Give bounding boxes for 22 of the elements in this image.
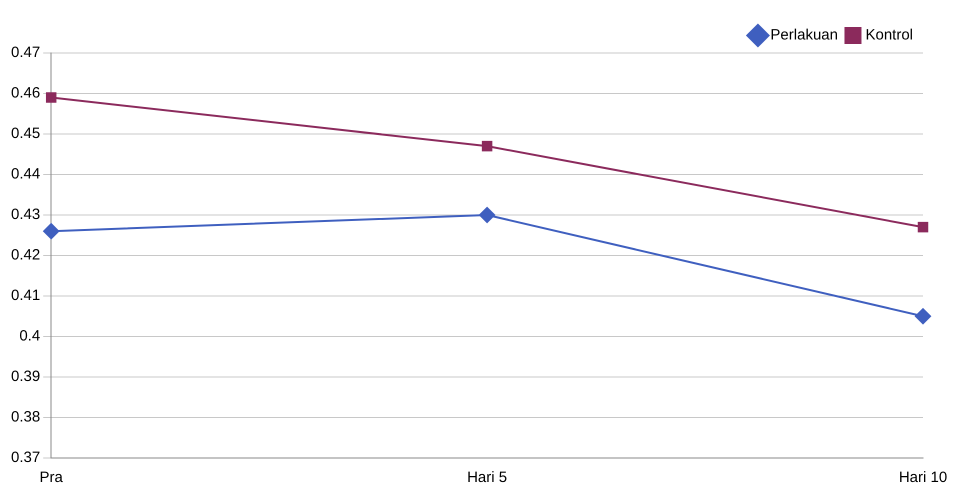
x-tick-label: Pra: [40, 469, 64, 486]
point: [46, 92, 56, 103]
y-tick-label: 0.44: [10, 166, 40, 183]
point: [482, 140, 492, 152]
x-tick-label: Hari 10: [898, 469, 948, 486]
point: [918, 222, 928, 232]
y-tick-label: 0.45: [10, 125, 40, 142]
point: [479, 207, 496, 223]
y-tick-label: 0.42: [10, 246, 40, 264]
x-tick-label: Hari 5: [467, 469, 508, 486]
point: [43, 223, 60, 240]
y-tick-label: 0.47: [10, 44, 40, 62]
legend-label: Kontrol: [865, 26, 914, 44]
y-tick-label: 0.38: [10, 408, 40, 426]
point: [915, 308, 931, 324]
y-tick-label: 0.39: [10, 368, 40, 386]
y-tick-label: 0.41: [10, 287, 40, 304]
legend-label: Perlakuan: [770, 26, 838, 44]
y-tick-label: 0.43: [10, 206, 40, 224]
y-tick-label: 0.37: [10, 449, 40, 466]
y-tick-label: 0.4: [19, 328, 40, 345]
y-tick-label: 0.46: [10, 84, 40, 102]
